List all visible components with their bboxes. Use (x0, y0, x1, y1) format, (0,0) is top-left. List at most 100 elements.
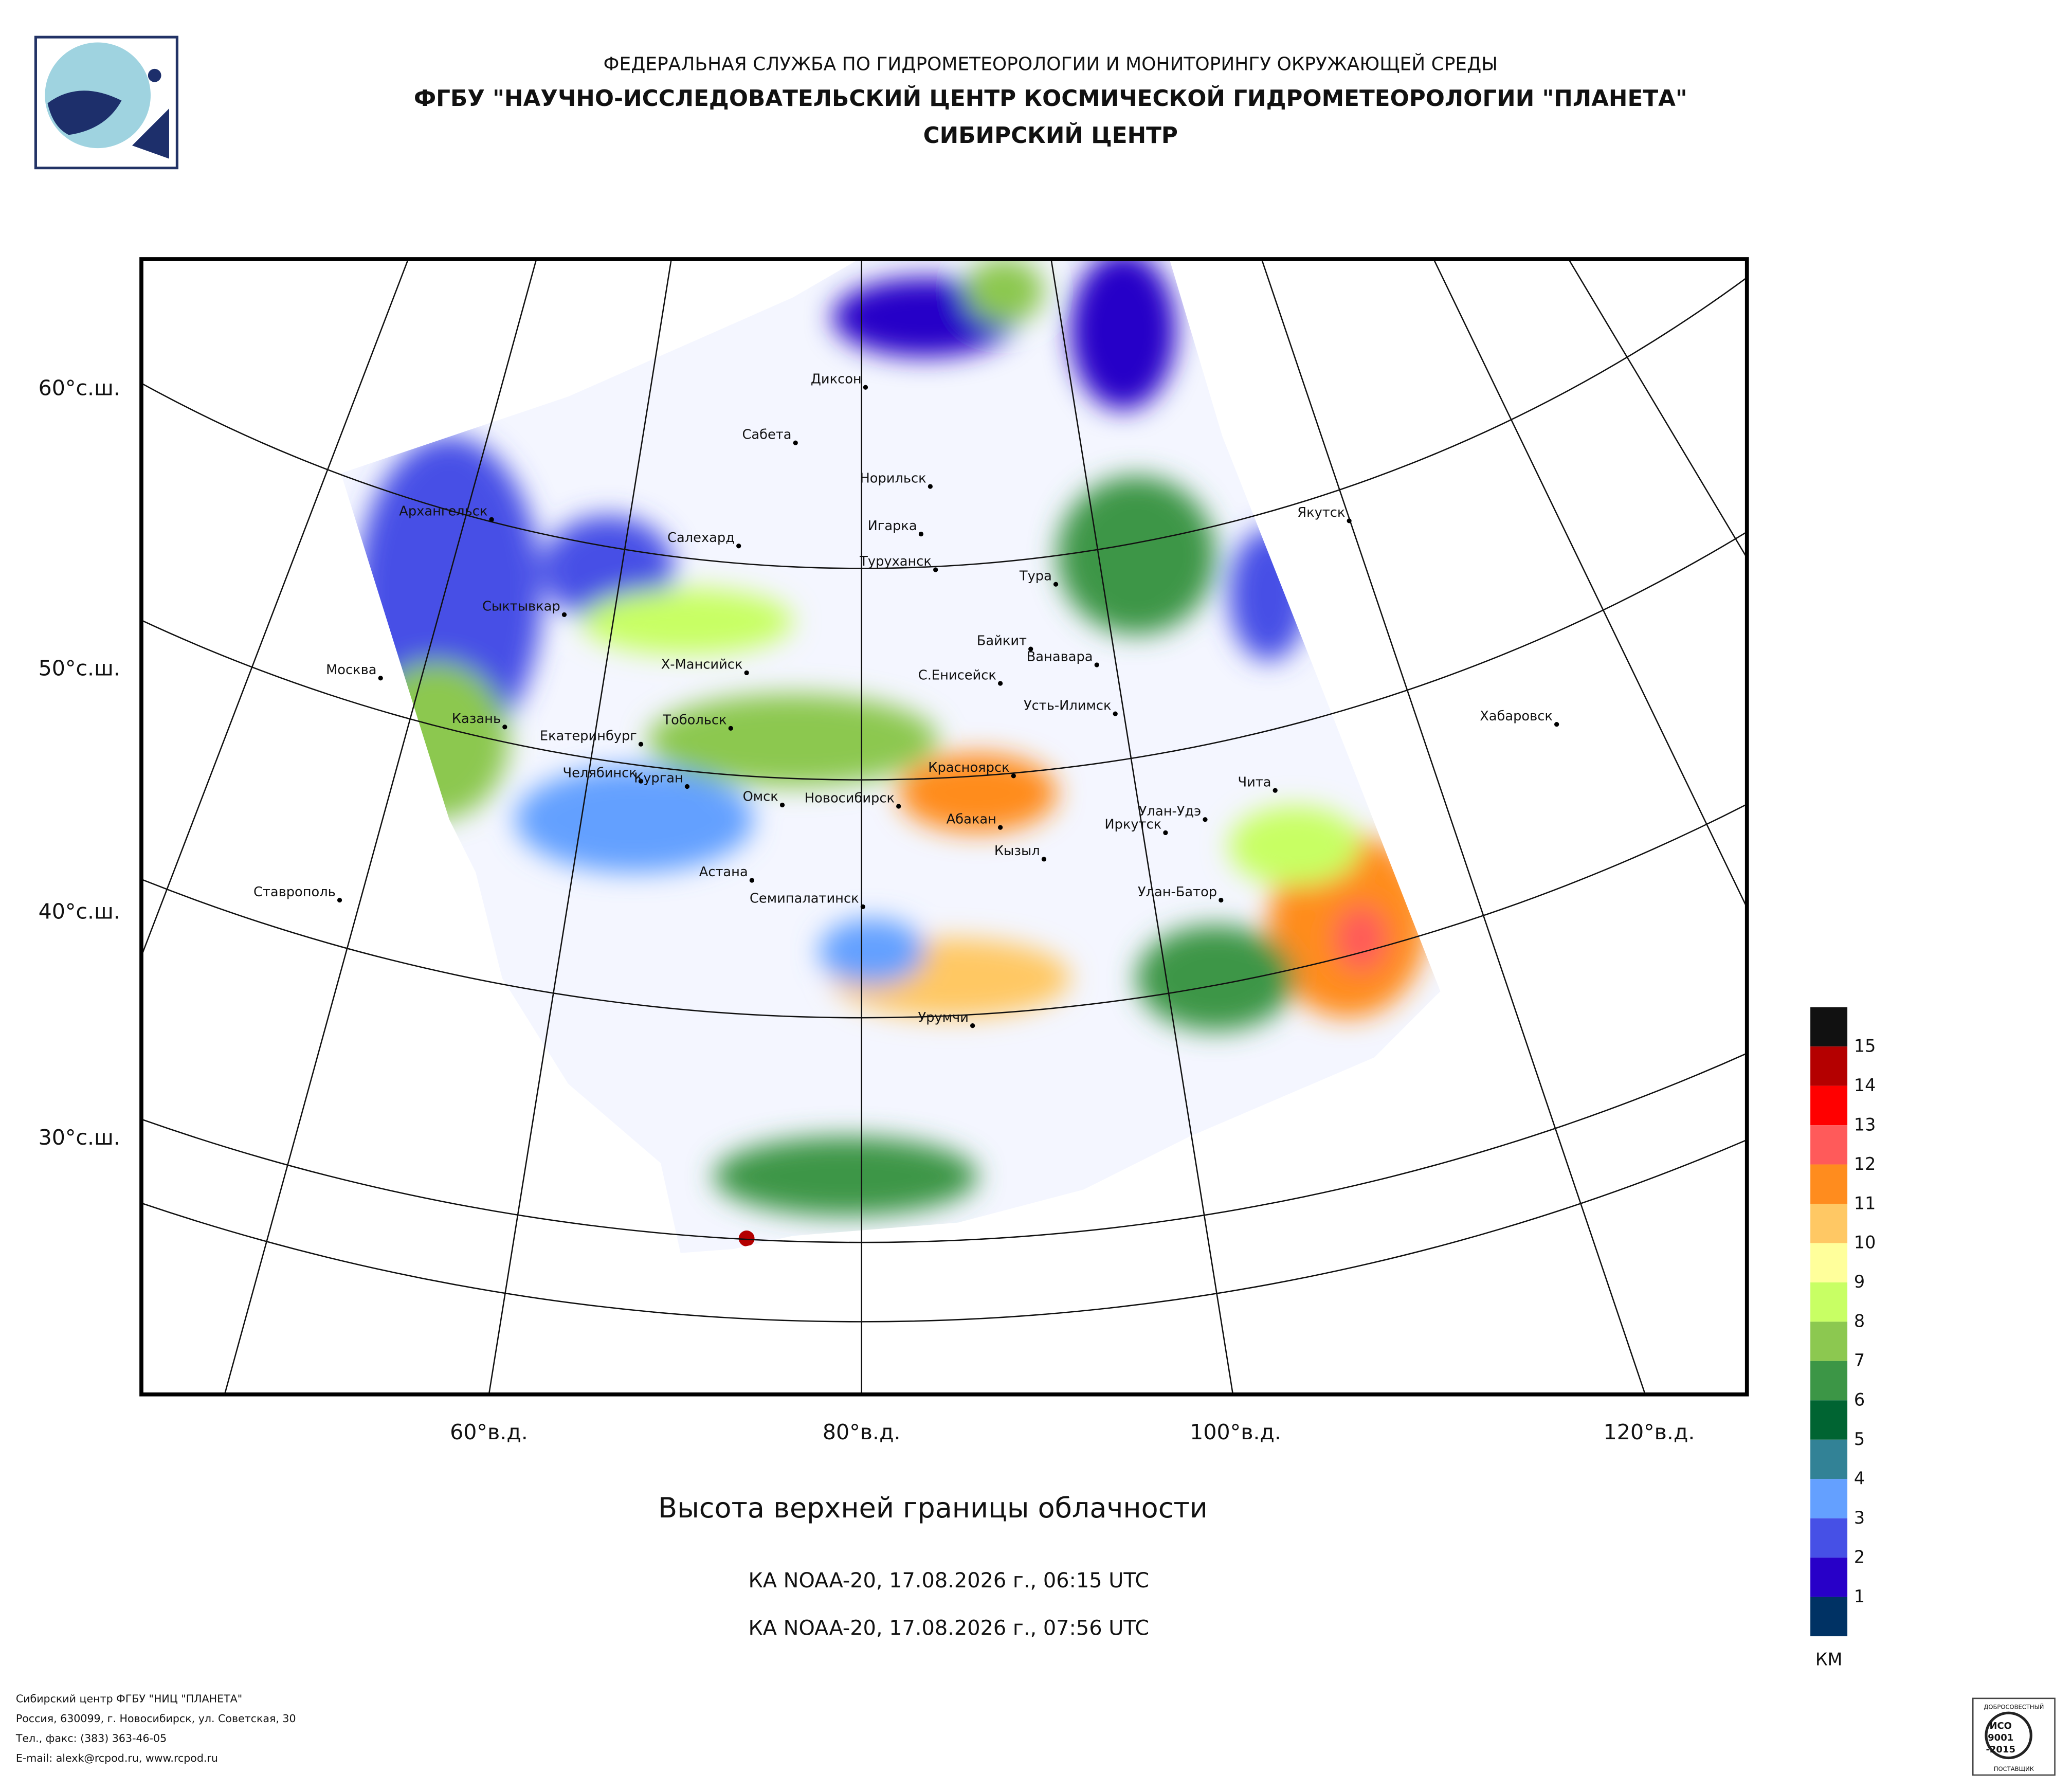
city-label: Казань (452, 711, 501, 727)
city-label: Ванавара (1027, 649, 1093, 664)
legend-label: 9 (1854, 1272, 1865, 1292)
city-dot (561, 612, 567, 617)
legend-swatch (1810, 1243, 1848, 1282)
legend-swatch (1810, 1125, 1848, 1165)
city-label: Тура (1019, 569, 1052, 584)
legend-label: 14 (1854, 1075, 1876, 1095)
city-label: Астана (699, 864, 748, 880)
legend-label: 13 (1854, 1114, 1876, 1134)
city-dot (638, 741, 644, 747)
city-label: Новосибирск (805, 790, 895, 806)
city-label: Х-Мансийск (661, 657, 743, 673)
footer-line: Тел., факс: (383) 363-46-05 (15, 1732, 167, 1745)
legend-label: 15 (1854, 1036, 1876, 1056)
city-dot (863, 385, 868, 390)
city-dot (970, 1023, 975, 1028)
legend-swatch (1810, 1086, 1848, 1126)
product-title: Высота верхней границы облачности (658, 1492, 1208, 1524)
city-dot (997, 681, 1003, 686)
legend-swatch (1810, 1282, 1848, 1322)
axis-labels: 60°с.ш. 50°с.ш. 40°с.ш. 30°с.ш. 60°в.д. 80°в.… (39, 376, 1695, 1444)
city-dot (1219, 897, 1224, 903)
meridian (1433, 259, 1747, 909)
meridian (141, 259, 409, 958)
map-frame (139, 257, 1749, 1397)
city-dot (638, 779, 644, 784)
city-dot (728, 726, 733, 731)
city-dot (502, 725, 507, 730)
cert-text: ПОСТАВЩИК (1994, 1765, 2034, 1772)
legend-swatch (1810, 1203, 1848, 1243)
city-dot (684, 784, 690, 789)
city-dot (860, 904, 865, 909)
city-label: Курган (634, 771, 683, 786)
city-label: Омск (743, 789, 778, 805)
city-label: Улан-Батор (1138, 884, 1217, 900)
lon-label: 100°в.д. (1190, 1420, 1281, 1444)
legend-swatch (1810, 1164, 1848, 1204)
meridian (224, 259, 537, 1395)
city-label: Челябинск (563, 765, 637, 781)
legend-label: 10 (1854, 1233, 1876, 1253)
legend-swatch (1810, 1046, 1848, 1086)
certificate-badge: ДОБРОСОВЕСТНЫЙ ИСО 9001 -2015 ПОСТАВЩИК (1972, 1697, 2056, 1776)
city-dot (337, 897, 342, 903)
pass-2: КА NOAA-20, 17.08.2026 г., 07:56 UTC (749, 1617, 1150, 1640)
city-dot (918, 531, 924, 537)
meridian (1050, 259, 1234, 1395)
center: СИБИРСКИЙ ЦЕНТР (923, 121, 1178, 149)
legend-swatch (1810, 1558, 1848, 1597)
legend-swatch (1810, 1322, 1848, 1361)
city-label: Абакан (947, 811, 996, 827)
footer-line: E-mail: alexk@rcpod.ru, www.rcpod.ru (16, 1752, 218, 1764)
city-label: Архангельск (399, 504, 487, 519)
lat-label: 60°с.ш. (39, 376, 120, 401)
city-label: Якутск (1297, 505, 1345, 520)
legend-label: 5 (1854, 1429, 1865, 1449)
meridian (488, 259, 673, 1395)
cities: Диксон Сабета Норильск Архангельск Игарка Сал… (253, 372, 1559, 1028)
city-label: Иркутск (1104, 817, 1161, 833)
institute: ФГБУ "НАУЧНО-ИССЛЕДОВАТЕЛЬСКИЙ ЦЕНТР КОС… (414, 84, 1687, 112)
city-label: Байкит (977, 633, 1027, 648)
legend-label: 1 (1854, 1586, 1865, 1606)
cert-text: -2015 (1986, 1744, 2015, 1755)
lon-label: 60°в.д. (450, 1420, 528, 1444)
cert-text: ИСО (1989, 1721, 2012, 1731)
city-dot (736, 544, 741, 549)
city-label: Екатеринбург (540, 729, 637, 744)
city-dot (1163, 830, 1168, 836)
city-dot (1203, 817, 1208, 822)
city-label: Диксон (811, 372, 862, 387)
legend-swatch (1810, 1518, 1848, 1558)
lon-label: 120°в.д. (1604, 1420, 1695, 1444)
city-dot (378, 676, 383, 681)
city-label: Улан-Удэ (1139, 804, 1201, 819)
legend-label: 4 (1854, 1469, 1865, 1489)
lat-label: 40°с.ш. (39, 899, 120, 924)
map-area (141, 259, 1747, 1395)
city-label: Семипалатинск (750, 891, 859, 907)
city-label: Ставрополь (253, 884, 336, 900)
city-dot (1347, 518, 1352, 523)
legend-label: 2 (1854, 1547, 1865, 1567)
city-label: Тобольск (662, 713, 726, 728)
legend-swatch (1810, 1597, 1848, 1637)
legend-label: 6 (1854, 1390, 1865, 1410)
city-dot (933, 567, 938, 572)
legend-label: 12 (1854, 1154, 1876, 1174)
legend-swatch (1810, 1361, 1848, 1401)
city-dot (1113, 711, 1118, 716)
graticule (141, 259, 1747, 1395)
city-dot (896, 804, 901, 809)
city-label: Сабета (742, 427, 791, 443)
pass-1: КА NOAA-20, 17.08.2026 г., 06:15 UTC (749, 1569, 1150, 1593)
city-dot (928, 484, 933, 489)
legend-label: 7 (1854, 1350, 1865, 1370)
lat-label: 50°с.ш. (39, 656, 120, 681)
city-dot (793, 440, 798, 445)
city-dot (1053, 582, 1059, 587)
city-dot (997, 825, 1003, 830)
meridian (1568, 259, 1747, 559)
